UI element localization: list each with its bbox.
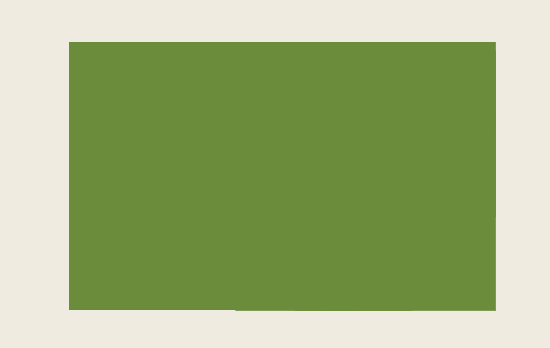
- Point: [358, 120, 366, 126]
- Point: [287, 153, 296, 158]
- Point: [329, 122, 338, 127]
- Point: [315, 135, 323, 140]
- Point: [320, 126, 329, 131]
- Point: [287, 170, 296, 175]
- Point: [404, 200, 412, 206]
- Point: [271, 173, 279, 179]
- Point: [276, 163, 284, 169]
- Point: [332, 176, 341, 182]
- Point: [302, 103, 311, 109]
- Point: [372, 148, 381, 154]
- Point: [276, 172, 285, 178]
- Point: [408, 180, 416, 185]
- Point: [354, 106, 363, 111]
- Point: [358, 93, 367, 98]
- Point: [263, 171, 272, 176]
- Point: [301, 106, 310, 112]
- Point: [384, 141, 393, 147]
- Point: [300, 157, 309, 163]
- Point: [343, 77, 352, 83]
- Point: [281, 132, 290, 138]
- Point: [319, 109, 328, 114]
- Point: [320, 225, 328, 230]
- Point: [313, 157, 322, 163]
- Point: [324, 158, 333, 163]
- Point: [400, 117, 409, 122]
- Point: [362, 111, 371, 116]
- Point: [366, 106, 375, 112]
- Point: [422, 162, 431, 168]
- Point: [326, 170, 334, 175]
- Point: [319, 200, 328, 206]
- Point: [334, 108, 343, 114]
- Point: [272, 124, 280, 130]
- Point: [323, 119, 332, 124]
- Point: [159, 112, 168, 118]
- Point: [292, 177, 301, 182]
- Point: [289, 120, 298, 126]
- Point: [264, 166, 273, 172]
- Point: [357, 128, 366, 134]
- Point: [261, 159, 270, 165]
- Point: [298, 136, 307, 141]
- Point: [275, 154, 284, 160]
- Point: [335, 157, 344, 163]
- Point: [341, 124, 350, 129]
